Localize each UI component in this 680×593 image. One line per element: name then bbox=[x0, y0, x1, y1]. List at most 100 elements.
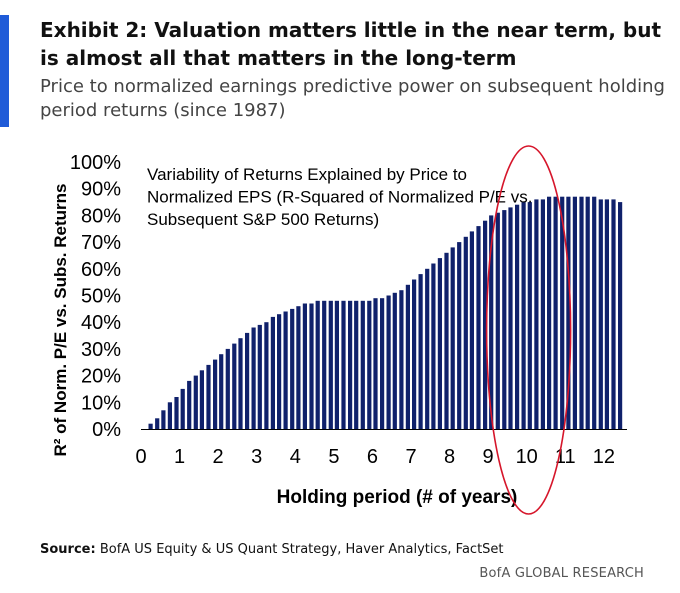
bar bbox=[553, 196, 558, 429]
y-tick-label: 90% bbox=[81, 179, 121, 201]
chart-title-line: Normalized EPS (R-Squared of Normalized … bbox=[147, 188, 532, 207]
bar bbox=[360, 300, 365, 429]
y-tick-label: 80% bbox=[81, 205, 121, 227]
y-tick-label: 0% bbox=[92, 419, 121, 441]
bar bbox=[405, 284, 410, 429]
bar bbox=[515, 204, 520, 429]
bar bbox=[180, 388, 185, 429]
bar bbox=[283, 311, 288, 429]
x-axis-label: Holding period (# of years) bbox=[277, 487, 518, 508]
x-tick-label: 0 bbox=[135, 446, 146, 468]
bar bbox=[167, 402, 172, 429]
x-tick-label: 2 bbox=[213, 446, 224, 468]
bar bbox=[206, 364, 211, 429]
bar bbox=[412, 279, 417, 429]
source-text: BofA US Equity & US Quant Strategy, Have… bbox=[95, 542, 504, 557]
bar bbox=[193, 375, 198, 429]
bar bbox=[483, 220, 488, 429]
chart-title: Variability of Returns Explained by Pric… bbox=[147, 165, 532, 229]
bar bbox=[199, 370, 204, 429]
bar bbox=[463, 236, 468, 429]
bar bbox=[547, 196, 552, 429]
bar bbox=[604, 199, 609, 429]
bar bbox=[270, 316, 275, 429]
bar bbox=[354, 300, 359, 429]
bar bbox=[232, 343, 237, 429]
bar bbox=[334, 300, 339, 429]
bar bbox=[592, 196, 597, 429]
bar bbox=[155, 418, 160, 429]
y-axis-ticks: 0% 10% 20% 30% 40% 50% 60% 70% 80% 90% 100% bbox=[70, 152, 121, 441]
x-tick-label: 4 bbox=[290, 446, 301, 468]
bar bbox=[392, 292, 397, 429]
y-axis-label: R² of Norm. P/E vs. Subs. Returns bbox=[51, 184, 70, 457]
bar bbox=[618, 202, 623, 429]
x-tick-label: 5 bbox=[328, 446, 339, 468]
source-label: Source: bbox=[40, 542, 96, 557]
bar bbox=[579, 196, 584, 429]
x-tick-label: 7 bbox=[405, 446, 416, 468]
bar bbox=[174, 397, 179, 429]
bar bbox=[540, 199, 545, 429]
bar bbox=[521, 202, 526, 429]
bar bbox=[277, 314, 282, 429]
bar bbox=[502, 210, 507, 429]
bar bbox=[264, 322, 269, 429]
bar bbox=[527, 202, 532, 429]
bar bbox=[572, 196, 577, 429]
exhibit-subtitle: Price to normalized earnings predictive … bbox=[40, 76, 665, 121]
bar bbox=[611, 199, 616, 429]
bar bbox=[566, 196, 571, 429]
y-tick-label: 70% bbox=[81, 232, 121, 254]
footer-brand: BofA GLOBAL RESEARCH bbox=[479, 566, 644, 581]
exhibit-title: Exhibit 2: Valuation matters little in t… bbox=[40, 18, 662, 70]
bar bbox=[296, 306, 301, 429]
bar bbox=[161, 410, 166, 429]
bar bbox=[187, 380, 192, 429]
bar bbox=[437, 258, 442, 429]
bar bbox=[322, 300, 327, 429]
bar bbox=[450, 247, 455, 429]
x-tick-label: 8 bbox=[444, 446, 455, 468]
bar bbox=[495, 212, 500, 429]
bar bbox=[476, 226, 481, 429]
bar bbox=[367, 300, 372, 429]
bar bbox=[219, 354, 224, 429]
bar bbox=[257, 324, 262, 429]
bar bbox=[469, 231, 474, 429]
y-tick-label: 60% bbox=[81, 259, 121, 281]
bar bbox=[418, 274, 423, 429]
chart-title-line: Variability of Returns Explained by Pric… bbox=[147, 165, 467, 184]
bar bbox=[328, 300, 333, 429]
bar bbox=[238, 338, 243, 429]
bar bbox=[348, 300, 353, 429]
chart-title-line: Subsequent S&P 500 Returns) bbox=[147, 210, 379, 229]
y-tick-label: 30% bbox=[81, 339, 121, 361]
x-tick-label: 6 bbox=[367, 446, 378, 468]
bar bbox=[534, 199, 539, 429]
accent-bar bbox=[0, 15, 9, 127]
bar bbox=[425, 268, 430, 429]
bar bbox=[457, 242, 462, 429]
bar bbox=[585, 196, 590, 429]
bar bbox=[309, 303, 314, 429]
source-note: Source: BofA US Equity & US Quant Strate… bbox=[40, 542, 504, 557]
bar bbox=[399, 290, 404, 429]
bar bbox=[213, 359, 218, 429]
bar bbox=[315, 300, 320, 429]
bar-series bbox=[148, 196, 623, 429]
bar bbox=[444, 252, 449, 429]
x-tick-label: 10 bbox=[516, 446, 538, 468]
y-tick-label: 100% bbox=[70, 152, 121, 174]
highlight-ellipse bbox=[485, 145, 572, 515]
x-axis-ticks: 0 1 2 3 4 5 6 7 8 9 10 11 12 bbox=[135, 446, 615, 468]
x-tick-label: 3 bbox=[251, 446, 262, 468]
bar bbox=[245, 332, 250, 429]
y-tick-label: 20% bbox=[81, 366, 121, 388]
bar bbox=[373, 298, 378, 429]
bar bbox=[302, 303, 307, 429]
bar bbox=[380, 298, 385, 429]
bar bbox=[251, 327, 256, 429]
x-tick-label: 1 bbox=[174, 446, 185, 468]
